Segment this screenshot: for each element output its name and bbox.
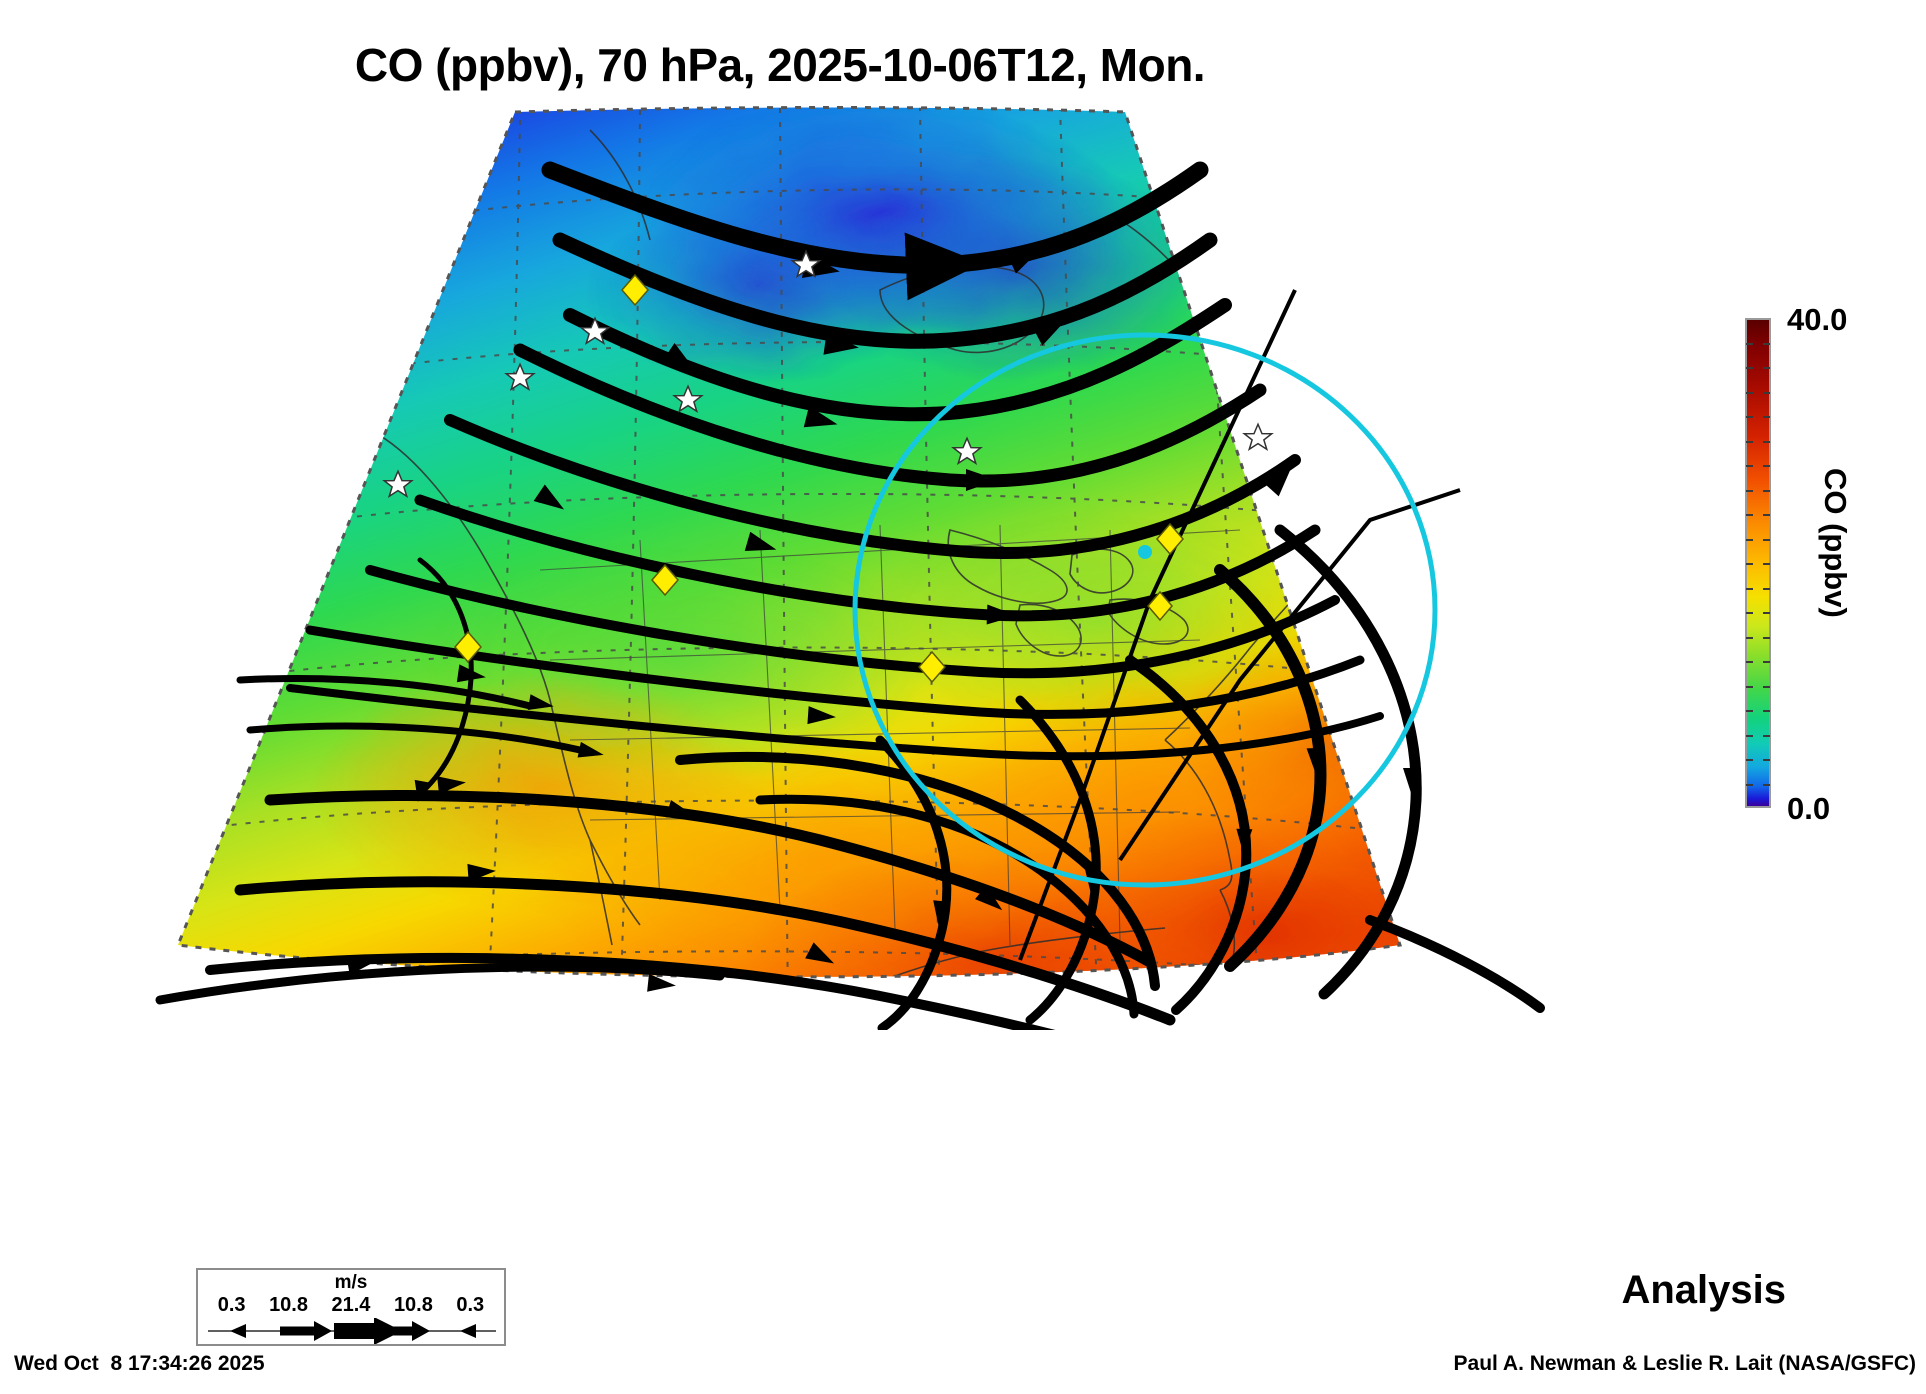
colorbar-tick — [1746, 661, 1753, 663]
wind-key-units-label: m/s — [334, 1272, 368, 1293]
colorbar-tick — [1763, 735, 1770, 737]
colorbar-tick — [1746, 539, 1753, 541]
colorbar-tick — [1746, 612, 1753, 614]
colorbar-tick — [1746, 392, 1753, 394]
wind-key-value: 10.8 — [393, 1294, 433, 1316]
colorbar-tick — [1763, 637, 1770, 639]
star-marker — [790, 249, 822, 278]
colorbar-tick — [1763, 563, 1770, 565]
colorbar-tick — [1746, 588, 1753, 590]
colorbar-tick — [1763, 686, 1770, 688]
colorbar-tick — [1763, 514, 1770, 516]
star-marker — [579, 316, 611, 345]
colorbar-tick — [1746, 416, 1753, 418]
wind-key-arrow-scale — [208, 1318, 496, 1344]
author-credit: Paul A. Newman & Leslie R. Lait (NASA/GS… — [1453, 1352, 1916, 1375]
star-marker — [1242, 422, 1274, 451]
diamond-marker — [1156, 522, 1184, 556]
colorbar-tick — [1746, 759, 1753, 761]
diamond-marker — [918, 650, 946, 684]
ring-center-marker — [1138, 545, 1152, 559]
colorbar-tick — [1763, 490, 1770, 492]
wind-key-values: 0.3 10.8 21.4 10.8 0.3 — [198, 1294, 504, 1317]
diamond-marker — [621, 273, 649, 307]
colorbar-tick — [1746, 367, 1753, 369]
colorbar-tick — [1746, 490, 1753, 492]
colorbar-tick — [1763, 367, 1770, 369]
generation-timestamp: Wed Oct 8 17:34:26 2025 — [14, 1352, 265, 1375]
wind-key-value: 0.3 — [217, 1294, 246, 1316]
wind-key-value: 0.3 — [456, 1294, 485, 1316]
colorbar-tick — [1746, 735, 1753, 737]
colorbar-min-label: 0.0 — [1787, 791, 1831, 826]
colorbar-tick — [1763, 759, 1770, 761]
diamond-marker — [454, 630, 482, 664]
colorbar-tick — [1746, 563, 1753, 565]
analysis-label: Analysis — [1621, 1268, 1786, 1312]
map-canvas[interactable] — [120, 100, 1600, 1030]
colorbar-tick — [1763, 343, 1770, 345]
colorbar-tick — [1763, 784, 1770, 786]
colorbar: 40.0 0.0 CO (ppbv) — [1745, 302, 1853, 826]
streamline-arrowheads — [346, 246, 1421, 992]
colorbar-tick — [1763, 661, 1770, 663]
colorbar-tick — [1746, 514, 1753, 516]
colorbar-tick — [1746, 686, 1753, 688]
colorbar-tick — [1763, 588, 1770, 590]
star-marker — [382, 469, 414, 498]
colorbar-max-label: 40.0 — [1787, 302, 1848, 337]
diamond-marker — [1147, 590, 1173, 622]
wind-key-value: 10.8 — [269, 1294, 308, 1316]
colorbar-tick — [1746, 343, 1753, 345]
colorbar-tick — [1763, 416, 1770, 418]
station-markers-diamond[interactable] — [454, 273, 1184, 684]
station-markers-star[interactable] — [382, 249, 1274, 498]
colorbar-tick — [1763, 539, 1770, 541]
colorbar-tick — [1746, 784, 1753, 786]
map-boundary — [175, 106, 1402, 979]
colorbar-tick — [1746, 465, 1753, 467]
colorbar-tick — [1763, 441, 1770, 443]
star-marker — [951, 436, 983, 465]
colorbar-tick — [1746, 710, 1753, 712]
colorbar-tick — [1746, 441, 1753, 443]
colorbar-axis-title: CO (ppbv) — [1818, 468, 1853, 618]
colorbar-tick — [1763, 612, 1770, 614]
page-title: CO (ppbv), 70 hPa, 2025-10-06T12, Mon. — [354, 39, 1206, 91]
colorbar-tick — [1746, 637, 1753, 639]
wind-speed-key: m/s 0.3 10.8 21.4 10.8 0.3 — [196, 1268, 506, 1346]
colorbar-tick — [1763, 465, 1770, 467]
track-line-1 — [1018, 289, 1297, 961]
colorbar-tick — [1763, 392, 1770, 394]
range-ring — [852, 332, 1438, 888]
star-marker — [672, 384, 704, 413]
star-marker — [504, 362, 536, 391]
colorbar-tick — [1763, 710, 1770, 712]
map-panel[interactable] — [120, 100, 1600, 1030]
wind-key-value: 21.4 — [331, 1294, 371, 1316]
diamond-marker — [651, 563, 679, 597]
